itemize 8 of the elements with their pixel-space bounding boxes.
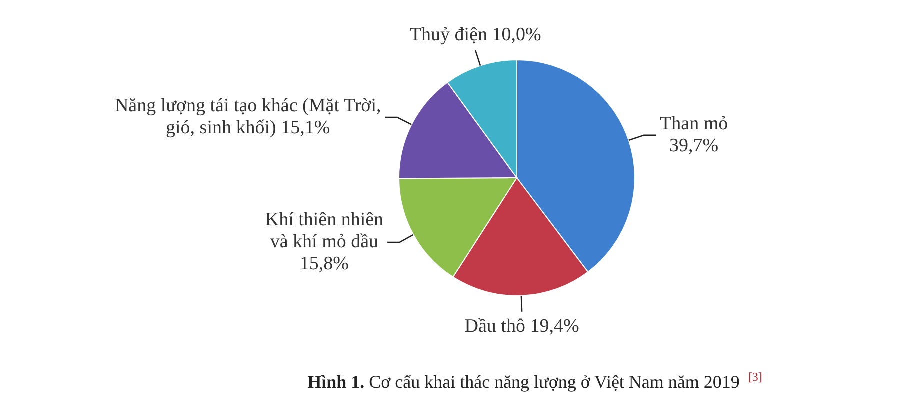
slice-label: Than mỏ xyxy=(660,113,728,134)
slice-label: Năng lượng tái tạo khác (Mặt Trời, gió, sinh khối) 15,1% xyxy=(114,96,382,139)
slice-label: Thuỷ điện 10,0% xyxy=(410,24,542,46)
slice-label: Dầu thô 19,4% xyxy=(464,316,580,337)
data-label: 39,7% xyxy=(670,135,719,156)
data-label: 15,8% xyxy=(300,254,350,275)
slice-label: Khí thiên nhiên và khí mỏ dầu xyxy=(265,210,384,253)
text: Hình 1. Cơ cấu khai thác năng lượng ở Việt Nam năm 2019 $^{[3]}$ xyxy=(308,370,762,392)
